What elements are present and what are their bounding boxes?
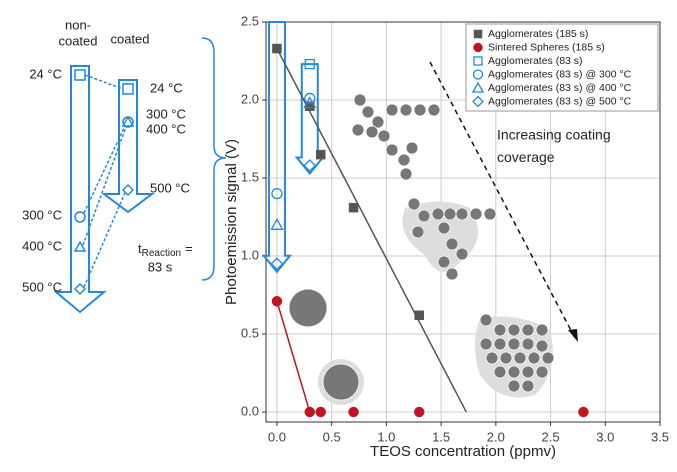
annotation-arrow (429, 61, 576, 339)
diagram-markers (73, 69, 135, 296)
diagram-arrows (53, 65, 155, 314)
label: 400 °C (22, 238, 62, 253)
marker (578, 406, 589, 418)
marker (304, 406, 316, 418)
marker (271, 187, 283, 200)
y-tick-label: 0.5 (241, 325, 259, 340)
legend-marker (472, 69, 484, 80)
x-tick-label: 2.5 (542, 429, 560, 444)
label: 300 °C (146, 106, 186, 121)
legend-marker (473, 29, 483, 39)
legend-label: Agglomerates (83 s) @ 300 °C (488, 68, 632, 80)
label: 300 °C (22, 207, 62, 222)
x-tick-label: 3.5 (651, 429, 669, 444)
x-tick-label: 0.0 (268, 429, 286, 444)
trend-arrow (261, 21, 293, 274)
label: 24 °C (29, 66, 62, 81)
label: tReaction = (138, 241, 193, 258)
marker (315, 149, 326, 160)
marker (413, 406, 425, 418)
marker (414, 310, 424, 321)
legend-marker (472, 95, 484, 108)
marker (303, 96, 317, 109)
legend-label: Agglomerates (83 s) @ 500 °C (488, 95, 632, 107)
x-tick-label: 1.0 (377, 429, 395, 444)
label: 24 °C (150, 80, 183, 95)
particles (288, 93, 555, 405)
y-axis-label: Photoemission signal (V) (223, 139, 240, 305)
label: coated (110, 31, 149, 46)
legend-label: Agglomerates (185 s) (488, 28, 588, 40)
y-tick-label: 1.5 (241, 169, 259, 184)
axes: 0.0 0.5 1.0 1.5 2.0 2.5 3.0 3.5 0.0 0.5 1.0 1.5 2.0 2… (241, 13, 669, 444)
y-tick-label: 2.0 (241, 91, 259, 106)
marker (271, 296, 283, 307)
x-tick-label: 1.5 (432, 429, 450, 444)
marker (303, 159, 317, 172)
x-axis-label: TEOS concentration (ppmv) (370, 443, 556, 460)
legend-box (465, 23, 659, 112)
marker (272, 43, 282, 54)
x-tick-label: 0.5 (323, 429, 341, 444)
marker (304, 58, 315, 70)
marker (270, 217, 284, 230)
legend-marker (473, 56, 483, 66)
annotation-arrowhead (568, 329, 578, 342)
trend-arrow (294, 63, 325, 176)
label: Reaction (142, 248, 181, 259)
label: coated (58, 33, 97, 48)
y-tick-label: 0.0 (241, 403, 259, 418)
y-tick-label: 1.0 (241, 247, 259, 262)
brace (201, 37, 227, 281)
fit-line (276, 301, 311, 413)
label: 83 s (148, 259, 173, 274)
label: 400 °C (146, 121, 186, 136)
label: = (185, 241, 193, 256)
annotation: Increasing coating coverage (497, 127, 611, 165)
marker (304, 92, 316, 105)
legend-label: Agglomerates (83 s) @ 400 °C (488, 82, 632, 94)
label: t (138, 241, 142, 256)
x-tick-label: 3.0 (596, 429, 614, 444)
label: 500 °C (150, 180, 190, 195)
label: 500 °C (22, 279, 62, 294)
legend-marker (473, 42, 483, 53)
legend-marker (471, 81, 485, 93)
annotation: coverage (497, 149, 555, 165)
plot-frame (265, 21, 661, 423)
marker (270, 257, 284, 271)
x-tick-label: 2.0 (487, 429, 505, 444)
label: non- (65, 17, 91, 32)
marker (315, 406, 326, 418)
legend-label: Agglomerates (83 s) (488, 55, 583, 67)
marker (348, 202, 359, 213)
marker (348, 406, 359, 418)
y-tick-label: 2.5 (241, 13, 259, 28)
legend-label: Sintered Spheres (185 s) (488, 41, 605, 53)
